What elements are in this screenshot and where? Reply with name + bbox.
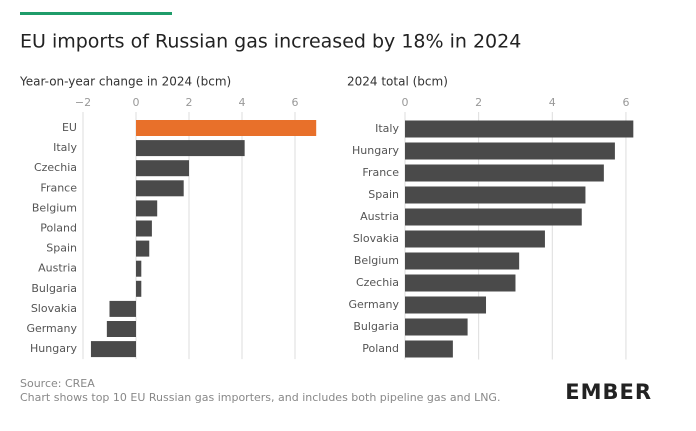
- x-tick-label: 2: [186, 96, 193, 109]
- bar: [136, 160, 189, 177]
- bar: [136, 120, 317, 136]
- bar: [405, 340, 453, 358]
- bar: [136, 140, 245, 157]
- source: Source: CREA: [20, 377, 95, 390]
- category-label: Bulgaria: [31, 282, 77, 295]
- x-tick-label: 4: [239, 96, 246, 109]
- category-label: EU: [62, 121, 77, 134]
- bar: [136, 220, 152, 237]
- bar: [109, 300, 136, 317]
- category-label: Bulgaria: [353, 320, 399, 333]
- bar: [405, 208, 582, 226]
- category-label: Germany: [26, 322, 77, 335]
- brand-logo: EMBER: [565, 380, 652, 404]
- x-tick-label: 4: [549, 96, 556, 109]
- category-label: France: [40, 181, 77, 194]
- category-label: Austria: [360, 210, 399, 223]
- category-label: Austria: [38, 262, 77, 275]
- bar: [405, 252, 520, 270]
- bar: [405, 274, 516, 292]
- category-label: Slovakia: [353, 232, 399, 245]
- category-label: Poland: [362, 342, 399, 355]
- bar: [90, 341, 136, 358]
- title: EU imports of Russian gas increased by 1…: [20, 31, 521, 53]
- bar: [136, 260, 142, 277]
- category-label: Czechia: [34, 161, 77, 174]
- bar: [405, 318, 468, 336]
- panel-title: 2024 total (bcm): [347, 75, 448, 89]
- x-tick-label: 6: [622, 96, 629, 109]
- x-tick-label: 6: [292, 96, 299, 109]
- accent-bar: [20, 12, 172, 15]
- category-label: Hungary: [30, 342, 77, 355]
- bar: [405, 186, 586, 204]
- x-tick-label: 0: [133, 96, 140, 109]
- category-label: Spain: [46, 242, 77, 255]
- bar: [405, 164, 604, 182]
- category-label: Slovakia: [31, 302, 77, 315]
- bar: [136, 280, 142, 297]
- bar: [405, 296, 487, 314]
- category-label: Belgium: [354, 254, 399, 267]
- category-label: Italy: [375, 122, 399, 135]
- x-tick-label: 2: [475, 96, 482, 109]
- bar: [136, 200, 158, 217]
- bar: [136, 180, 184, 197]
- category-label: France: [362, 166, 399, 179]
- note: Chart shows top 10 EU Russian gas import…: [20, 391, 500, 404]
- bar: [405, 230, 545, 248]
- category-label: Hungary: [352, 144, 399, 157]
- bar: [106, 321, 136, 337]
- bar: [136, 240, 150, 257]
- category-label: Belgium: [32, 201, 77, 214]
- x-tick-label: 0: [402, 96, 409, 109]
- category-label: Germany: [348, 298, 399, 311]
- category-label: Czechia: [356, 276, 399, 289]
- x-tick-label: −2: [75, 96, 91, 109]
- bar: [405, 142, 615, 160]
- panel-title: Year-on-year change in 2024 (bcm): [19, 75, 231, 89]
- category-label: Poland: [40, 222, 77, 235]
- bar: [405, 120, 634, 138]
- category-label: Spain: [368, 188, 399, 201]
- category-label: Italy: [53, 141, 77, 154]
